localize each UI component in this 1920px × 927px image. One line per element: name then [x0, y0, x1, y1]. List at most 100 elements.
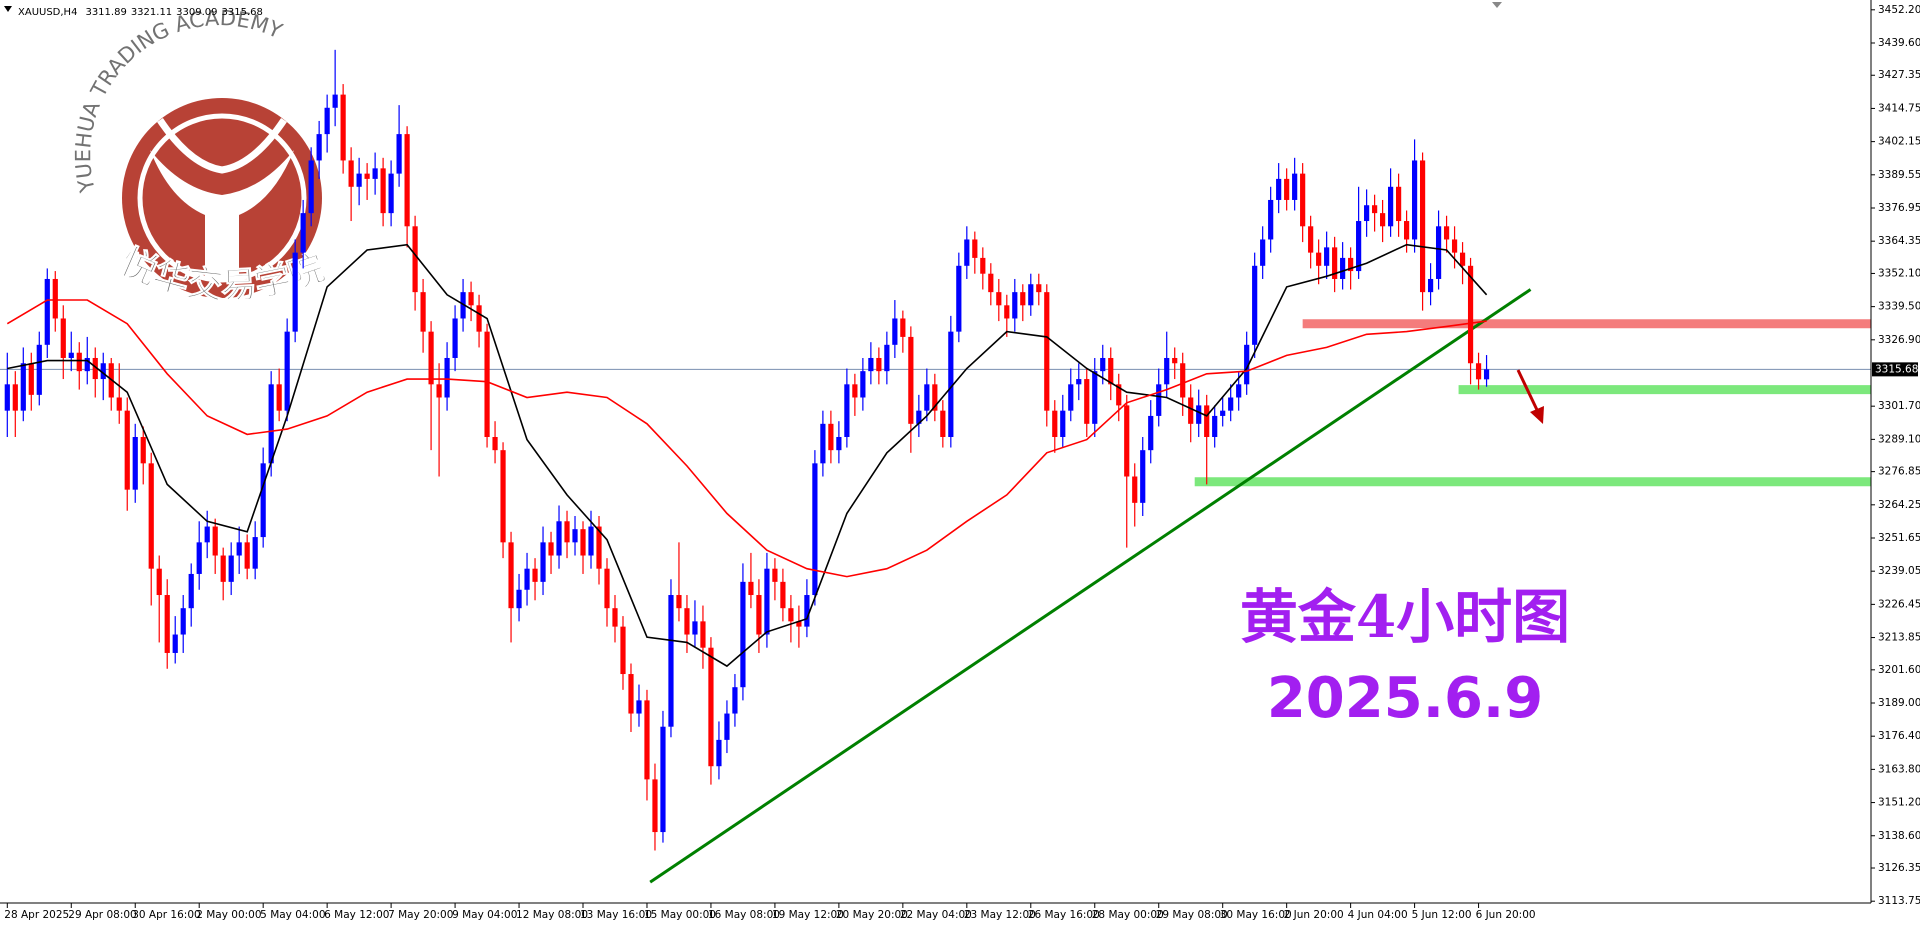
candle-body — [1188, 397, 1194, 424]
candle-body — [1212, 415, 1218, 437]
y-tick-label: 3427.35 — [1878, 69, 1920, 81]
x-tick-label: 13 May 16:00 — [580, 909, 652, 921]
y-tick-label: 3213.85 — [1878, 632, 1920, 644]
candle-body — [1012, 292, 1018, 319]
candle-body — [308, 160, 314, 214]
candle-body — [1236, 384, 1242, 398]
candle-body — [12, 384, 18, 411]
candle-body — [1443, 226, 1450, 240]
y-tick-label: 3289.10 — [1878, 433, 1920, 445]
candle-body — [1244, 344, 1250, 385]
candle-body — [364, 173, 370, 179]
candle-body — [1483, 369, 1490, 380]
candle-body — [700, 621, 706, 648]
candle-body — [1268, 199, 1274, 240]
candle-body — [452, 318, 458, 358]
x-tick-label: 15 May 00:00 — [644, 909, 716, 921]
candle-body — [1148, 415, 1154, 451]
candle-body — [580, 529, 586, 556]
x-tick-label: 5 Jun 12:00 — [1412, 909, 1472, 921]
candle-body — [356, 173, 362, 187]
candle-body — [340, 94, 346, 161]
candle-body — [980, 257, 986, 274]
candle-body — [1451, 239, 1458, 253]
candle-body — [548, 542, 554, 556]
candle-body — [220, 555, 226, 582]
candle-body — [636, 700, 642, 714]
candle-body — [716, 739, 722, 767]
candle-body — [1036, 284, 1042, 293]
candle-body — [1459, 252, 1466, 266]
candle-body — [1156, 384, 1162, 416]
candle-body — [556, 521, 562, 556]
candle-body — [444, 357, 450, 398]
candle-body — [812, 463, 818, 596]
candle-body — [1364, 205, 1370, 222]
x-tick-label: 20 May 20:00 — [836, 909, 908, 921]
candle-body — [1260, 239, 1266, 266]
candle-body — [1419, 160, 1426, 293]
candle-body — [244, 542, 250, 569]
y-tick-label: 3163.80 — [1878, 763, 1920, 775]
y-tick-label: 3439.60 — [1878, 37, 1920, 49]
candle-body — [476, 305, 482, 332]
candle-body — [292, 252, 298, 332]
header: XAUUSD,H4 3311.89 3321.11 3309.09 3315.68 — [18, 7, 263, 18]
logo-y — [150, 150, 294, 280]
candle-body — [1316, 252, 1322, 266]
y-tick-label: 3189.00 — [1878, 697, 1920, 709]
candle-body — [492, 436, 498, 451]
candle-body — [1435, 226, 1442, 279]
arrow-shaft — [1516, 369, 1540, 413]
header-low: 3309.09 — [176, 7, 217, 18]
candle-body — [948, 331, 954, 437]
candle-body — [516, 589, 522, 609]
candle-body — [1076, 379, 1082, 385]
candle-body — [588, 526, 594, 556]
candle-body — [1116, 384, 1122, 406]
y-tick-label: 3452.20 — [1878, 4, 1920, 16]
candle-body — [660, 726, 666, 833]
candle-body — [1292, 173, 1298, 200]
candle-body — [900, 318, 906, 337]
candle-body — [300, 213, 306, 253]
candle-body — [388, 173, 394, 214]
candle-body — [796, 621, 802, 627]
candle-body — [764, 568, 770, 635]
candle-body — [260, 463, 266, 538]
candle-body — [324, 107, 330, 135]
scroll-marker — [1492, 2, 1502, 8]
candle-body — [604, 568, 610, 609]
candle-body — [1140, 450, 1146, 503]
x-tick-label: 30 Apr 16:00 — [132, 909, 200, 921]
candle-body — [460, 292, 466, 319]
candle-body — [84, 357, 90, 372]
candle-body — [1228, 397, 1234, 411]
trendline — [649, 288, 1532, 884]
x-tick-label: 9 May 04:00 — [452, 909, 517, 921]
candle-body — [532, 568, 538, 582]
y-tick-label: 3251.65 — [1878, 532, 1920, 544]
header-close: 3315.68 — [222, 7, 263, 18]
x-tick-label: 4 Jun 04:00 — [1348, 909, 1408, 921]
y-tick-label: 3264.25 — [1878, 499, 1920, 511]
candle-body — [892, 318, 898, 345]
candle-body — [92, 357, 98, 380]
candle-body — [1196, 405, 1202, 424]
moving-average — [7, 243, 1488, 668]
candle-body — [596, 526, 602, 569]
candle-body — [276, 384, 282, 411]
candle-body — [148, 463, 154, 569]
candle-body — [740, 581, 746, 688]
candle-body — [1300, 173, 1306, 227]
candle-body — [500, 450, 506, 543]
candle-body — [508, 542, 514, 609]
candle-body — [380, 168, 386, 214]
candle-body — [676, 595, 682, 609]
header-high: 3321.11 — [131, 7, 172, 18]
moving-average — [6, 299, 1487, 578]
candle-body — [1356, 221, 1362, 272]
candle-body — [780, 581, 786, 609]
candle-body — [172, 634, 178, 653]
candle-body — [1204, 405, 1210, 437]
